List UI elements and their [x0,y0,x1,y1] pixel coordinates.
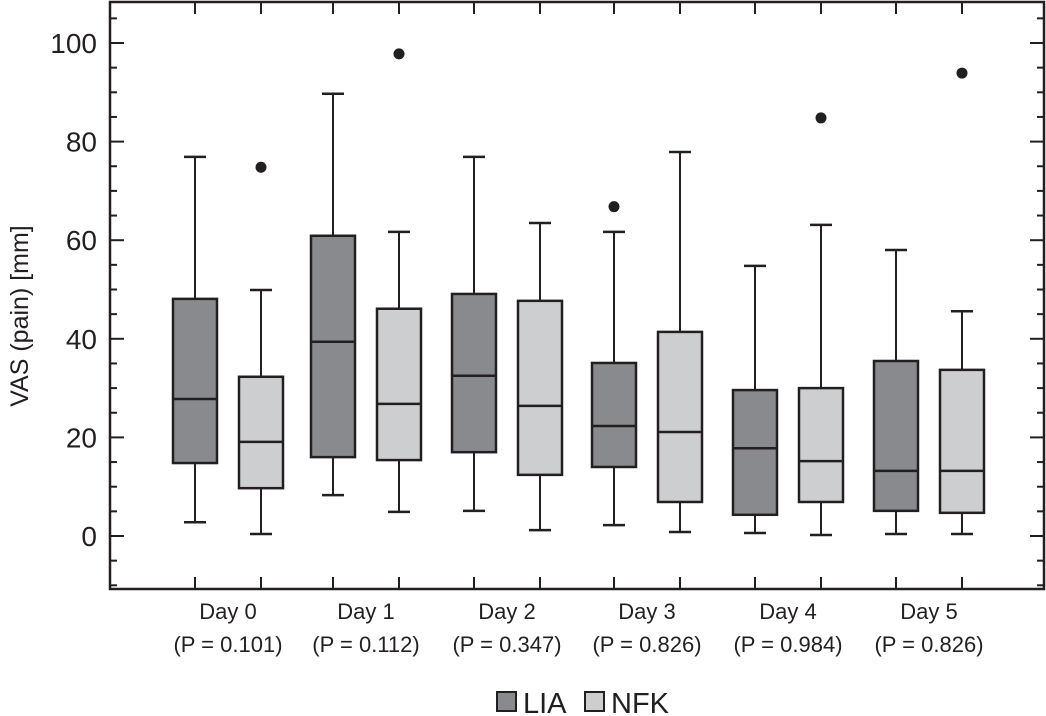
box-iqr [375,307,423,462]
box-nfk-2 [516,2,564,589]
box-iqr [237,375,285,490]
box-iqr [590,361,638,469]
x-p-value-label: (P = 0.826) [874,632,983,657]
x-category-label: Day 5 [900,599,957,624]
box-iqr [938,368,986,515]
x-p-value-label: (P = 0.101) [173,632,282,657]
plot-frame [108,0,1046,591]
box-iqr [450,292,498,454]
box-nfk-5 [938,2,986,589]
x-p-value-label: (P = 0.347) [452,632,561,657]
box-iqr [656,330,704,504]
outlier-point [956,67,968,79]
legend-swatch-nfk [584,691,605,712]
legend-swatch-lia [496,691,517,712]
x-p-value-label: (P = 0.826) [592,632,701,657]
box-nfk-3 [656,2,704,589]
x-category-label: Day 2 [478,599,535,624]
y-tick-label: 20 [66,422,97,453]
y-axis-tick-labels: 0 20 40 60 80 100 [50,28,97,552]
x-category-label: Day 3 [618,599,675,624]
y-tick-label: 100 [50,28,97,59]
box-lia-1 [309,2,357,589]
outlier-point [815,112,827,124]
legend: LIA NFK [496,688,670,716]
axes [108,0,1046,591]
x-category-label: Day 0 [199,599,256,624]
y-tick-label: 80 [66,127,97,158]
box-iqr [516,299,564,477]
box-nfk-1 [375,2,423,589]
x-p-value-label: (P = 0.112) [312,632,419,657]
box-iqr [872,359,920,513]
x-category-label: Day 1 [337,599,394,624]
legend-label-nfk: NFK [611,688,670,716]
y-axis-ticks [110,17,1044,587]
outlier-point [608,201,620,213]
box-nfk-4 [797,2,845,589]
x-p-value-label: (P = 0.984) [733,632,842,657]
x-category-label: Day 4 [759,599,816,624]
outlier-point [393,48,405,60]
legend-label-lia: LIA [523,688,567,716]
box-lia-0 [171,2,219,589]
box-lia-2 [450,2,498,589]
outlier-point [255,161,267,173]
box-iqr [731,388,779,517]
box-lia-4 [731,2,779,589]
box-lia-5 [872,2,920,589]
x-axis-labels: Day 0 (P = 0.101) Day 1 (P = 0.112) Day 2 (P … [173,599,983,657]
boxes [171,2,986,589]
y-tick-label: 40 [66,324,97,355]
y-tick-label: 60 [66,225,97,256]
y-axis-label: VAS (pain) [mm] [6,225,34,407]
box-iqr [309,234,357,459]
y-tick-label: 0 [81,521,97,552]
box-iqr [171,297,219,465]
box-iqr [797,386,845,504]
box-nfk-0 [237,2,285,589]
box-lia-3 [590,2,638,589]
